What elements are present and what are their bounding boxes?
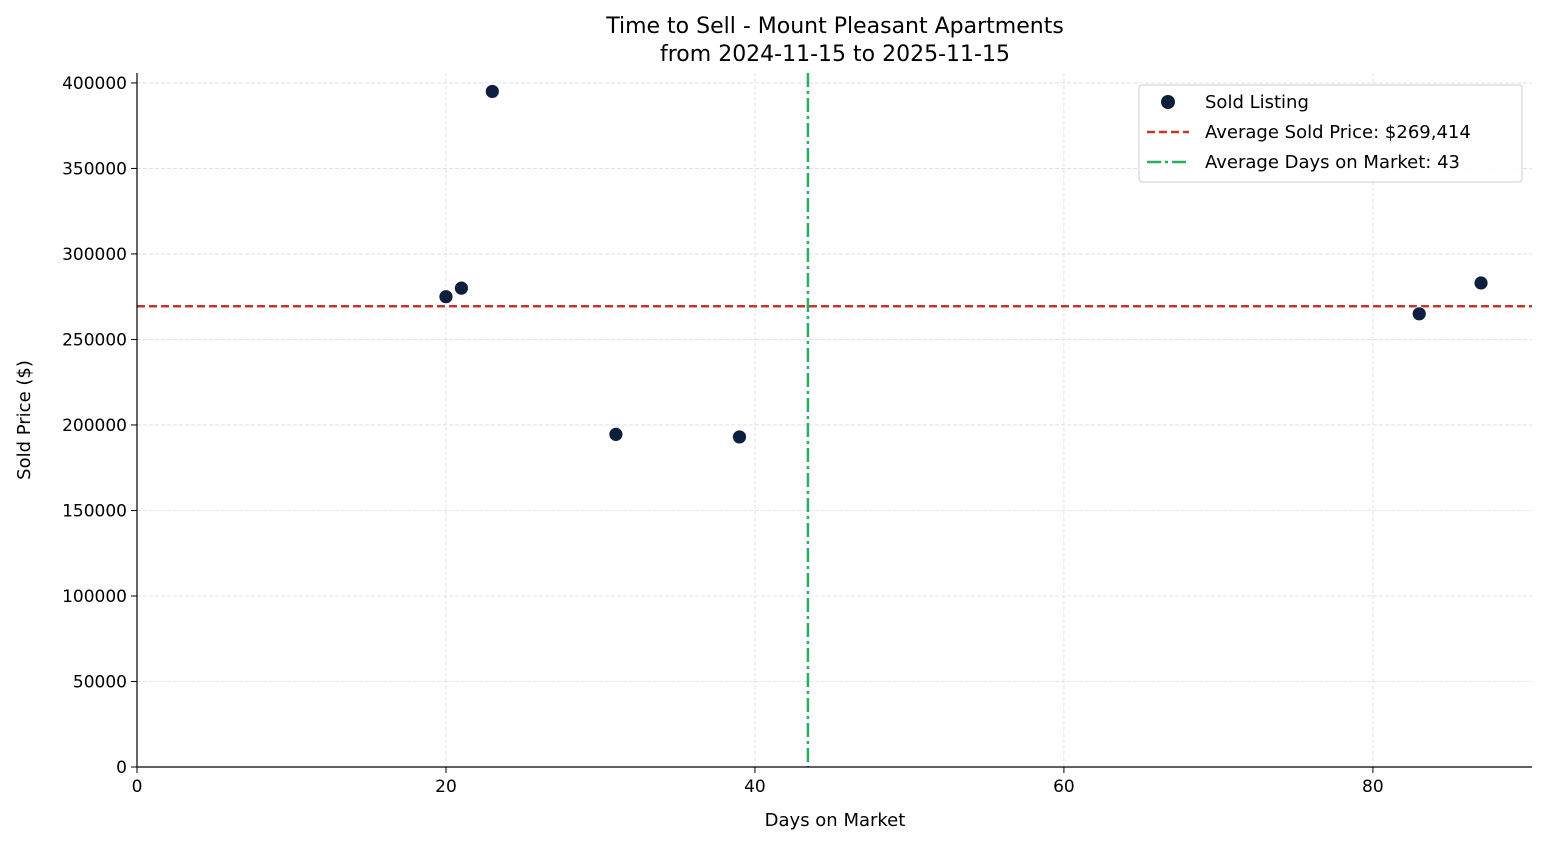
x-tick-label: 40: [744, 777, 766, 797]
axes: 0 20 40 60 80 0 50000 100000 150000 200000 250000 3…: [62, 73, 1532, 797]
x-tick-label: 0: [132, 777, 143, 797]
legend-label-avg-days: Average Days on Market: 43: [1205, 152, 1460, 173]
y-tick-label: 250000: [62, 330, 127, 350]
legend-label-sold-listing: Sold Listing: [1205, 92, 1309, 113]
y-tick-label: 300000: [62, 245, 127, 265]
chart-title: Time to Sell - Mount Pleasant Apartments: [605, 14, 1064, 39]
x-axis-label: Days on Market: [765, 810, 906, 831]
y-tick-label: 400000: [62, 74, 127, 94]
x-tick-label: 20: [435, 777, 457, 797]
y-tick-label: 100000: [62, 587, 127, 607]
chart-subtitle: from 2024-11-15 to 2025-11-15: [660, 42, 1010, 67]
y-tick-label: 200000: [62, 416, 127, 436]
data-point: [454, 280, 469, 296]
data-points: [438, 84, 1489, 445]
legend-marker-sold-listing: [1161, 95, 1175, 109]
data-point: [484, 84, 500, 99]
legend-label-avg-price: Average Sold Price: $269,414: [1205, 122, 1471, 143]
y-axis-label: Sold Price ($): [14, 360, 35, 480]
legend: Sold Listing Average Sold Price: $269,41…: [1138, 84, 1523, 183]
y-tick-label: 150000: [62, 501, 127, 521]
y-tick-label: 350000: [62, 159, 127, 179]
x-tick-label: 60: [1053, 777, 1075, 797]
x-tick-label: 80: [1362, 777, 1384, 797]
y-tick-label: 0: [116, 758, 127, 778]
y-tick-label: 50000: [73, 672, 127, 692]
legend-frame: [1138, 84, 1523, 183]
data-point: [608, 426, 624, 442]
data-point: [732, 429, 747, 445]
data-point: [1473, 275, 1489, 291]
data-point: [438, 289, 454, 305]
reference-lines: [137, 73, 1532, 767]
data-point: [1411, 306, 1427, 322]
